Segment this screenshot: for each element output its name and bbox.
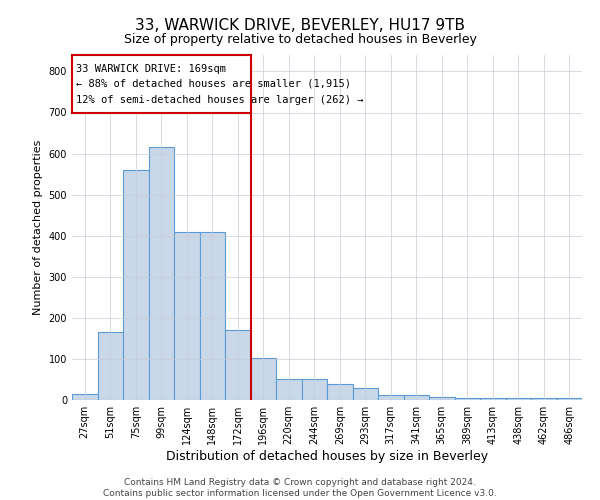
Bar (97, 332, 123, 400)
Bar (302, 380, 327, 400)
Bar (429, 396, 455, 400)
Bar (378, 395, 404, 400)
Bar (480, 398, 505, 400)
Bar (455, 398, 480, 400)
Bar (276, 380, 302, 400)
Bar (353, 388, 378, 400)
Bar (123, 170, 149, 400)
Text: 33 WARWICK DRIVE: 169sqm: 33 WARWICK DRIVE: 169sqm (76, 64, 226, 74)
Text: 33, WARWICK DRIVE, BEVERLEY, HU17 9TB: 33, WARWICK DRIVE, BEVERLEY, HU17 9TB (135, 18, 465, 32)
X-axis label: Distribution of detached houses by size in Beverley: Distribution of detached houses by size … (166, 450, 488, 463)
Text: Size of property relative to detached houses in Beverley: Size of property relative to detached ho… (124, 32, 476, 46)
Text: Contains HM Land Registry data © Crown copyright and database right 2024.
Contai: Contains HM Land Registry data © Crown c… (103, 478, 497, 498)
Bar (72, 394, 97, 400)
Bar (404, 395, 429, 400)
Y-axis label: Number of detached properties: Number of detached properties (33, 140, 43, 315)
Bar (199, 232, 225, 400)
Bar (251, 358, 276, 400)
Bar (225, 330, 251, 400)
Text: ← 88% of detached houses are smaller (1,915): ← 88% of detached houses are smaller (1,… (76, 78, 351, 88)
Bar (531, 398, 557, 400)
Bar (174, 232, 199, 400)
Bar (327, 384, 353, 400)
Bar (149, 148, 174, 400)
Bar (72, 55, 251, 112)
Bar (505, 398, 531, 400)
Text: 12% of semi-detached houses are larger (262) →: 12% of semi-detached houses are larger (… (76, 95, 364, 105)
Bar (557, 398, 582, 400)
